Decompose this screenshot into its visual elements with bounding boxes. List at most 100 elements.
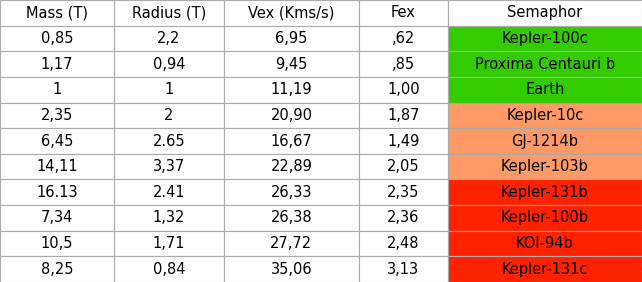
Text: ,85: ,85 — [392, 57, 415, 72]
Bar — [359, 231, 447, 256]
Text: 9,45: 9,45 — [275, 57, 308, 72]
Bar — [114, 128, 224, 154]
Bar — [224, 231, 359, 256]
Text: 0,85: 0,85 — [41, 31, 73, 46]
Bar — [114, 0, 224, 26]
Text: 1,32: 1,32 — [153, 210, 185, 225]
Text: Kepler-10c: Kepler-10c — [506, 108, 584, 123]
Text: 6,95: 6,95 — [275, 31, 308, 46]
Text: Radius (T): Radius (T) — [132, 5, 206, 20]
Bar — [224, 26, 359, 51]
Bar — [359, 128, 447, 154]
Bar — [0, 231, 114, 256]
Text: 1,00: 1,00 — [387, 82, 420, 97]
Bar — [224, 179, 359, 205]
Bar — [224, 77, 359, 103]
Bar — [114, 256, 224, 282]
Bar — [114, 103, 224, 128]
Bar — [359, 256, 447, 282]
Text: 2: 2 — [164, 108, 173, 123]
Bar — [359, 77, 447, 103]
Text: 35,06: 35,06 — [271, 262, 312, 277]
Text: 1: 1 — [53, 82, 62, 97]
Bar — [447, 128, 642, 154]
Bar — [447, 103, 642, 128]
Bar — [447, 256, 642, 282]
Bar — [224, 0, 359, 26]
Text: 2.65: 2.65 — [153, 133, 186, 149]
Text: Earth: Earth — [525, 82, 564, 97]
Bar — [224, 51, 359, 77]
Text: 3,13: 3,13 — [387, 262, 419, 277]
Text: Kepler-131b: Kepler-131b — [501, 185, 589, 200]
Bar — [0, 154, 114, 179]
Bar — [114, 154, 224, 179]
Bar — [359, 154, 447, 179]
Text: Kepler-100c: Kepler-100c — [501, 31, 588, 46]
Bar — [114, 26, 224, 51]
Bar — [224, 205, 359, 231]
Text: Vex (Kms/s): Vex (Kms/s) — [248, 5, 334, 20]
Text: Kepler-100b: Kepler-100b — [501, 210, 589, 225]
Bar — [359, 51, 447, 77]
Bar — [0, 26, 114, 51]
Bar — [359, 103, 447, 128]
Text: KOI-94b: KOI-94b — [516, 236, 574, 251]
Text: 7,34: 7,34 — [41, 210, 73, 225]
Text: 2,05: 2,05 — [387, 159, 420, 174]
Bar — [0, 256, 114, 282]
Text: 1,71: 1,71 — [153, 236, 185, 251]
Text: Proxima Centauri b: Proxima Centauri b — [475, 57, 615, 72]
Bar — [224, 154, 359, 179]
Text: 1,17: 1,17 — [41, 57, 73, 72]
Text: GJ-1214b: GJ-1214b — [512, 133, 578, 149]
Text: 11,19: 11,19 — [271, 82, 312, 97]
Bar — [447, 51, 642, 77]
Text: 1,87: 1,87 — [387, 108, 420, 123]
Text: ,62: ,62 — [392, 31, 415, 46]
Bar — [447, 26, 642, 51]
Text: 2.41: 2.41 — [153, 185, 186, 200]
Bar — [224, 128, 359, 154]
Bar — [447, 154, 642, 179]
Bar — [447, 0, 642, 26]
Bar — [0, 179, 114, 205]
Text: 0,94: 0,94 — [153, 57, 185, 72]
Text: Kepler-131c: Kepler-131c — [501, 262, 588, 277]
Text: Kepler-103b: Kepler-103b — [501, 159, 589, 174]
Bar — [114, 205, 224, 231]
Bar — [0, 205, 114, 231]
Bar — [447, 77, 642, 103]
Text: 3,37: 3,37 — [153, 159, 185, 174]
Bar — [0, 128, 114, 154]
Text: 1,49: 1,49 — [387, 133, 420, 149]
Text: 8,25: 8,25 — [41, 262, 73, 277]
Text: 2,36: 2,36 — [387, 210, 420, 225]
Bar — [114, 51, 224, 77]
Text: 2,48: 2,48 — [387, 236, 420, 251]
Bar — [114, 231, 224, 256]
Text: Semaphor: Semaphor — [507, 5, 582, 20]
Bar — [447, 231, 642, 256]
Bar — [224, 256, 359, 282]
Text: 16,67: 16,67 — [270, 133, 312, 149]
Bar — [359, 205, 447, 231]
Bar — [359, 0, 447, 26]
Text: 6,45: 6,45 — [41, 133, 73, 149]
Text: Mass (T): Mass (T) — [26, 5, 88, 20]
Text: 14,11: 14,11 — [36, 159, 78, 174]
Bar — [359, 26, 447, 51]
Bar — [447, 205, 642, 231]
Bar — [114, 179, 224, 205]
Text: 10,5: 10,5 — [41, 236, 73, 251]
Text: 22,89: 22,89 — [270, 159, 313, 174]
Bar — [0, 51, 114, 77]
Bar — [447, 179, 642, 205]
Text: 0,84: 0,84 — [153, 262, 185, 277]
Text: 2,35: 2,35 — [41, 108, 73, 123]
Bar — [0, 77, 114, 103]
Text: 20,90: 20,90 — [270, 108, 313, 123]
Text: 27,72: 27,72 — [270, 236, 313, 251]
Text: 2,35: 2,35 — [387, 185, 420, 200]
Text: 16.13: 16.13 — [36, 185, 78, 200]
